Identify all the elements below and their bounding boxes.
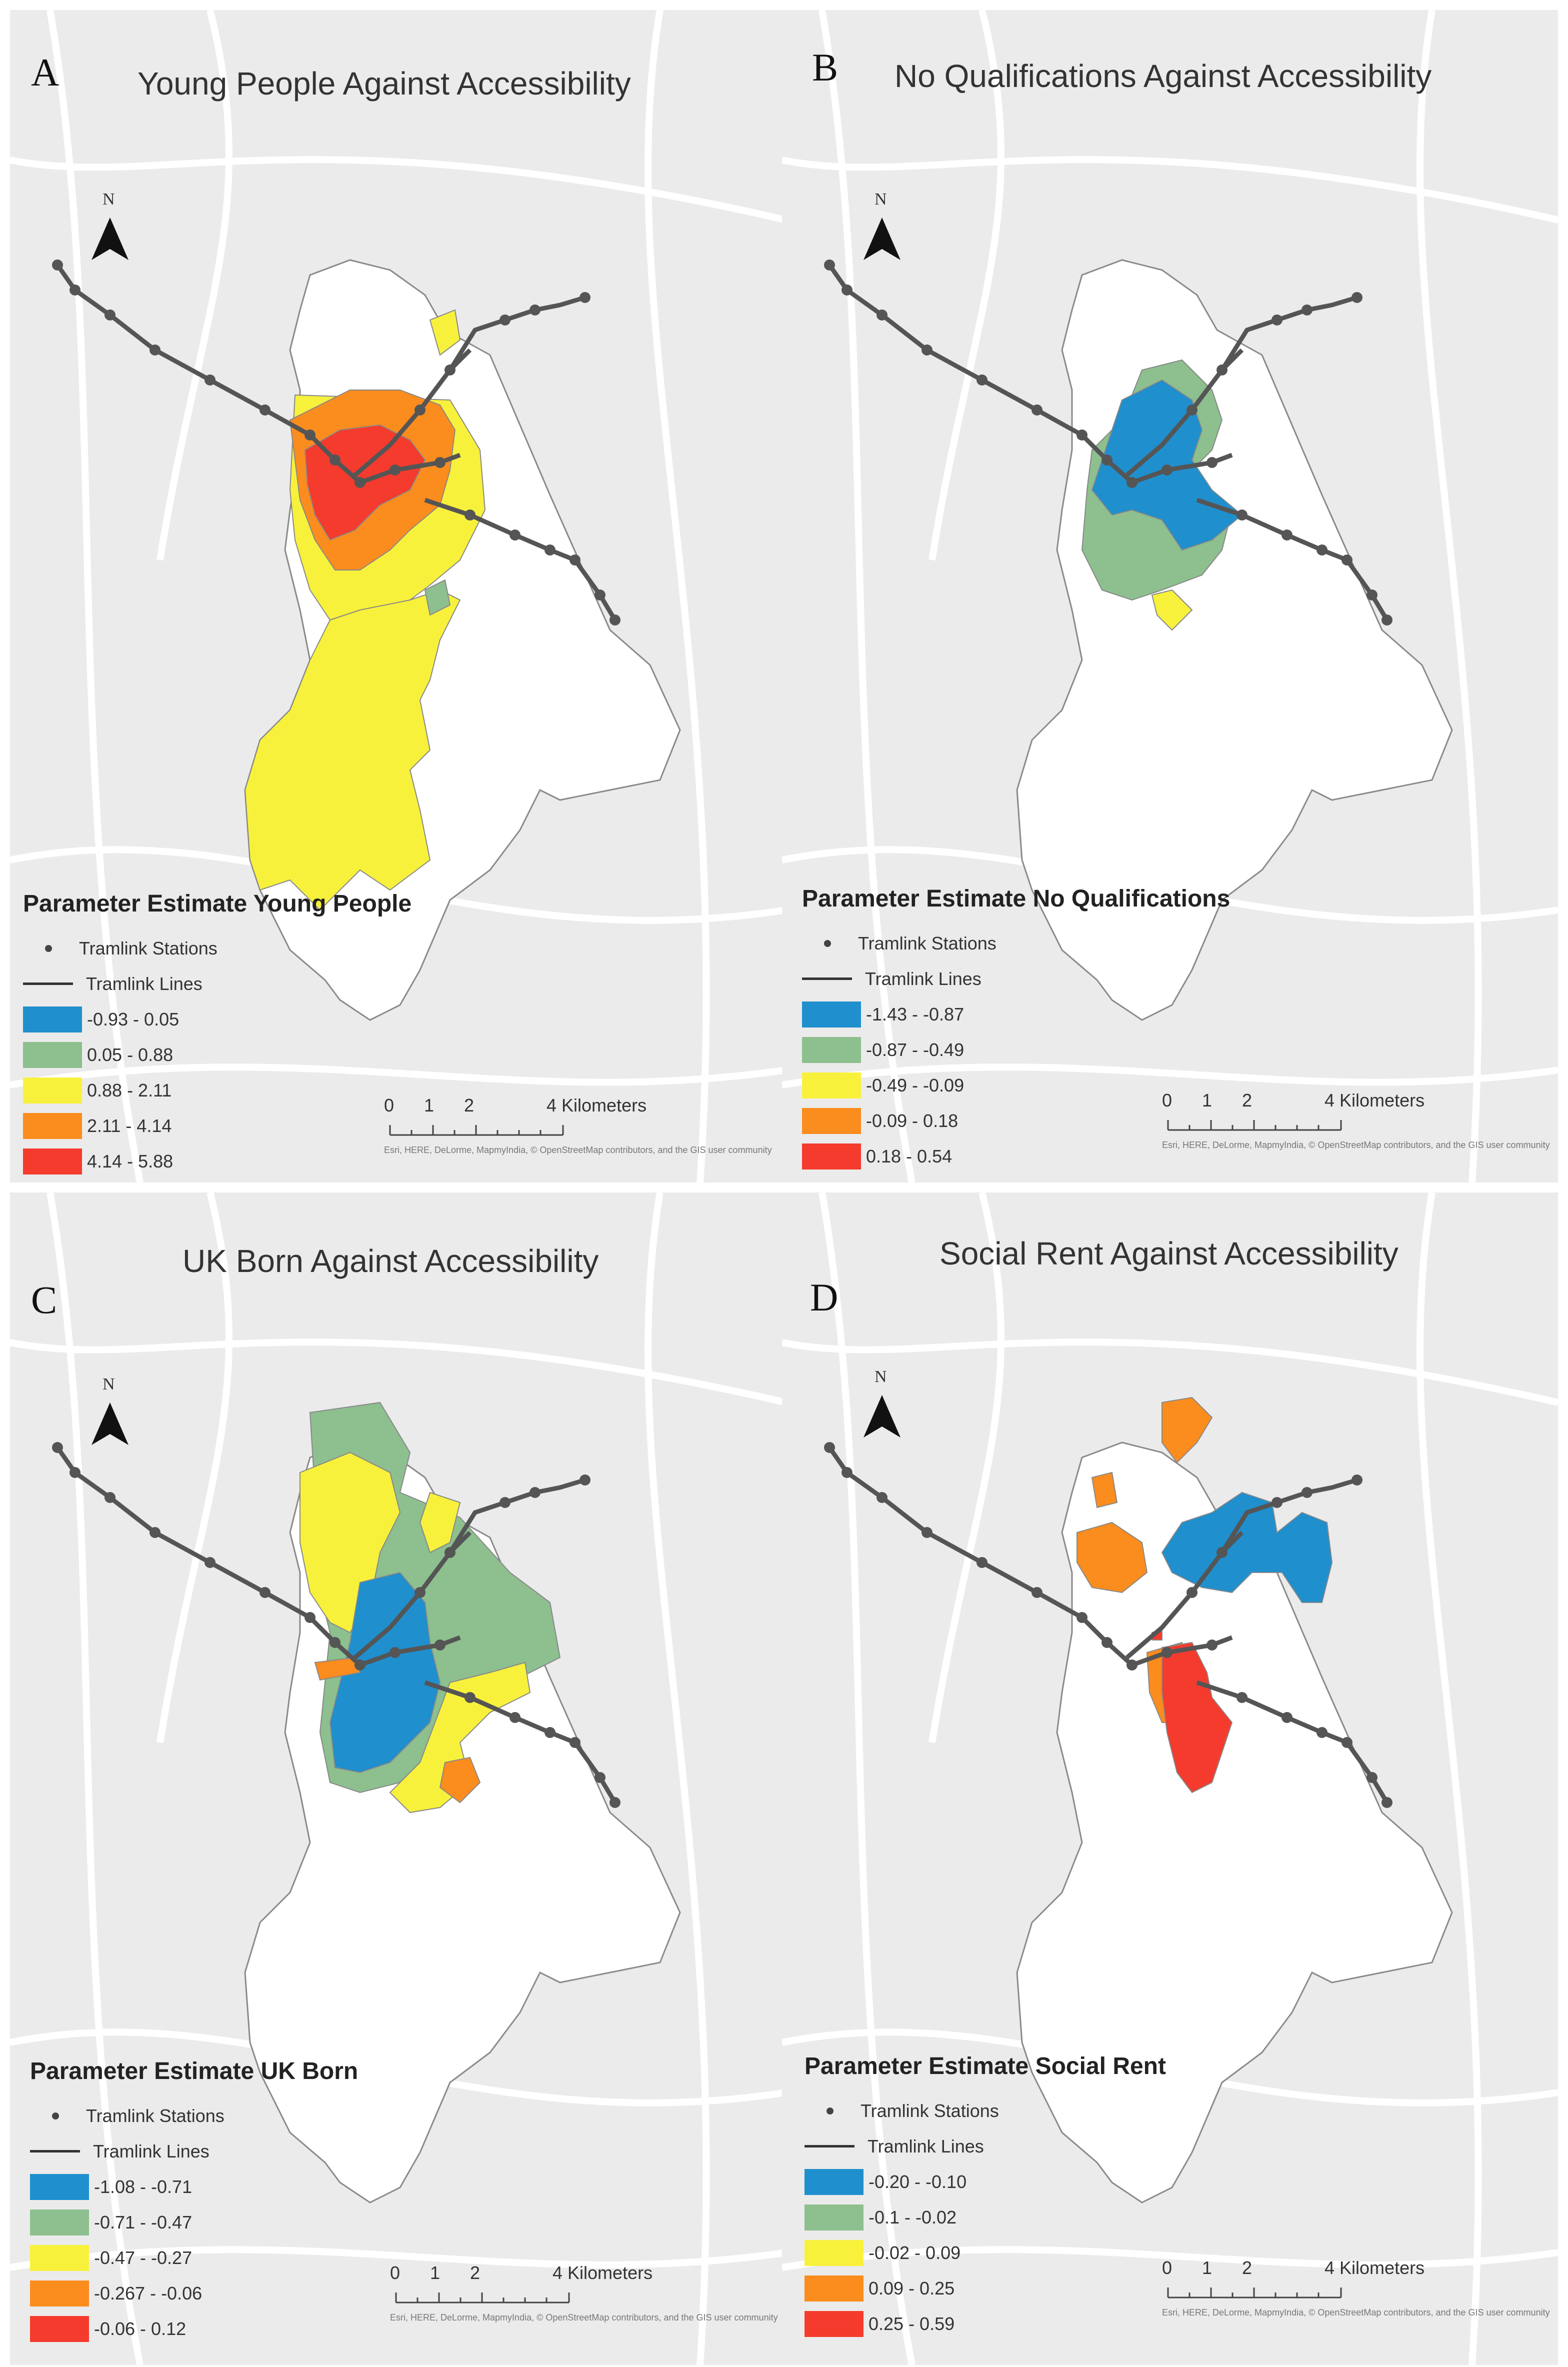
legend-lines: Tramlink Lines bbox=[23, 966, 412, 1002]
choropleth-orange bbox=[1076, 1396, 1213, 1723]
legend-class: -0.93 - 0.05 bbox=[23, 1002, 412, 1037]
north-arrow-icon: N bbox=[88, 1375, 132, 1450]
tram-station-dot-icon bbox=[826, 2107, 834, 2114]
map-panel-b: B No Qualifications Against Accessibilit… bbox=[782, 10, 1558, 1182]
panel-letter: C bbox=[31, 1278, 58, 1322]
legend-lines: Tramlink Lines bbox=[802, 961, 1230, 996]
choropleth-green bbox=[424, 579, 451, 616]
legend-title: Parameter Estimate Social Rent bbox=[804, 2053, 1166, 2080]
map-panel-c: C UK Born Against Accessibility N Parame… bbox=[10, 1192, 786, 2365]
legend-class: -0.267 - -0.06 bbox=[30, 2276, 358, 2311]
map-panel-a: A Young People Against Accessibility N P… bbox=[10, 10, 786, 1182]
legend-lines: Tramlink Lines bbox=[30, 2134, 358, 2169]
legend-class: 0.25 - 0.59 bbox=[804, 2306, 1166, 2342]
legend-class: 4.14 - 5.88 bbox=[23, 1144, 412, 1179]
legend-stations: Tramlink Stations bbox=[804, 2093, 1166, 2128]
map-canvas bbox=[10, 10, 786, 1182]
legend-class: -0.47 - -0.27 bbox=[30, 2240, 358, 2276]
panel-title: UK Born Against Accessibility bbox=[182, 1243, 599, 1279]
scale-bar: 0 1 2 4 Kilometers Esri, HERE, DeLorme, … bbox=[1162, 2258, 1550, 2318]
tram-station-dot-icon bbox=[45, 944, 52, 952]
legend-class: -1.08 - -0.71 bbox=[30, 2169, 358, 2204]
panel-letter: D bbox=[810, 1276, 838, 1319]
choropleth-yellow-north bbox=[429, 309, 461, 356]
tram-line-icon bbox=[23, 982, 73, 985]
legend-class: 0.09 - 0.25 bbox=[804, 2270, 1166, 2306]
legend-title: Parameter Estimate UK Born bbox=[30, 2058, 358, 2084]
legend-class: -0.02 - 0.09 bbox=[804, 2235, 1166, 2270]
map-canvas bbox=[782, 10, 1558, 1182]
north-label: N bbox=[102, 1375, 115, 1394]
legend: Parameter Estimate Social Rent Tramlink … bbox=[804, 2052, 1166, 2342]
scale-bar: 0 1 2 4 Kilometers Esri, HERE, DeLorme, … bbox=[384, 1095, 772, 1155]
panel-title: No Qualifications Against Accessibility bbox=[894, 58, 1432, 94]
north-label: N bbox=[874, 190, 887, 208]
scale-bar: 0 1 2 4 Kilometers Esri, HERE, DeLorme, … bbox=[390, 2262, 778, 2322]
map-canvas bbox=[782, 1192, 1558, 2365]
legend-class: -0.87 - -0.49 bbox=[802, 1032, 1230, 1068]
legend-class: 0.05 - 0.88 bbox=[23, 1037, 412, 1072]
legend: Parameter Estimate UK Born Tramlink Stat… bbox=[30, 2058, 358, 2346]
legend-class: -0.1 - -0.02 bbox=[804, 2200, 1166, 2235]
legend-title: Parameter Estimate Young People bbox=[23, 890, 412, 917]
legend-class: -1.43 - -0.87 bbox=[802, 996, 1230, 1032]
legend-class: -0.06 - 0.12 bbox=[30, 2311, 358, 2346]
tram-station-dot-icon bbox=[52, 2112, 59, 2120]
legend-stations: Tramlink Stations bbox=[23, 930, 412, 966]
tram-station-dot-icon bbox=[824, 940, 831, 947]
north-arrow-icon: N bbox=[88, 190, 132, 265]
choropleth-yellow bbox=[244, 394, 486, 911]
tram-line-icon bbox=[802, 978, 852, 980]
tram-line-icon bbox=[804, 2145, 854, 2148]
panel-letter: B bbox=[812, 46, 838, 89]
legend-class: -0.20 - -0.10 bbox=[804, 2164, 1166, 2200]
legend-class: 2.11 - 4.14 bbox=[23, 1108, 412, 1144]
panel-title: Social Rent Against Accessibility bbox=[940, 1236, 1398, 1272]
north-arrow-icon: N bbox=[860, 1368, 904, 1442]
legend-stations: Tramlink Stations bbox=[802, 926, 1230, 961]
choropleth-yellow bbox=[1151, 589, 1193, 631]
legend-class: -0.09 - 0.18 bbox=[802, 1103, 1230, 1138]
map-canvas bbox=[10, 1192, 786, 2365]
north-arrow-icon: N bbox=[860, 190, 904, 265]
map-panel-d: D Social Rent Against Accessibility N Pa… bbox=[782, 1192, 1558, 2365]
choropleth-orange bbox=[314, 1656, 481, 1804]
legend-class: 0.88 - 2.11 bbox=[23, 1072, 412, 1108]
legend-class: -0.71 - -0.47 bbox=[30, 2204, 358, 2240]
legend: Parameter Estimate Young People Tramlink… bbox=[23, 890, 412, 1179]
legend-title: Parameter Estimate No Qualifications bbox=[802, 886, 1230, 912]
legend-class: -0.49 - -0.09 bbox=[802, 1068, 1230, 1103]
north-label: N bbox=[874, 1368, 887, 1386]
north-label: N bbox=[102, 190, 115, 208]
legend-lines: Tramlink Lines bbox=[804, 2128, 1166, 2164]
legend-stations: Tramlink Stations bbox=[30, 2098, 358, 2134]
panel-letter: A bbox=[31, 50, 60, 94]
legend: Parameter Estimate No Qualifications Tra… bbox=[802, 885, 1230, 1174]
legend-class: 0.18 - 0.54 bbox=[802, 1138, 1230, 1174]
tram-line-icon bbox=[30, 2150, 80, 2152]
scale-bar: 0 1 2 4 Kilometers Esri, HERE, DeLorme, … bbox=[1162, 1090, 1550, 1150]
panel-title: Young People Against Accessibility bbox=[138, 66, 631, 102]
